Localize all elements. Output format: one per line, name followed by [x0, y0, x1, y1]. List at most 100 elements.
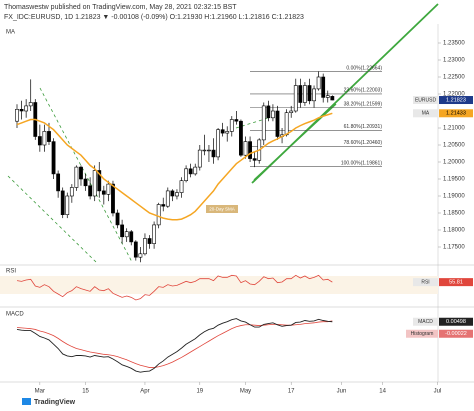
tag-name: Histogram: [411, 331, 434, 337]
y-tick-label: 1.18000: [443, 228, 465, 234]
x-tick-label: 15: [82, 389, 89, 395]
pane-label: RSI: [6, 269, 16, 275]
x-tick-label: Jun: [337, 389, 347, 395]
candle-body: [252, 158, 257, 161]
y-tick-label: 1.17500: [443, 245, 465, 251]
x-tick-label: 14: [379, 389, 386, 395]
candle-body: [284, 112, 289, 136]
candle-body: [156, 204, 161, 226]
y-tick-label: 1.23500: [443, 41, 465, 47]
candle-body: [293, 85, 298, 112]
pane-label: MACD: [6, 312, 24, 318]
fib-label: 100.00%(1.19861): [341, 161, 382, 167]
candle-body: [124, 231, 129, 238]
candle-body: [216, 129, 220, 158]
y-tick-label: 1.20000: [443, 160, 465, 166]
candle-body: [65, 195, 70, 216]
note-box: [206, 205, 238, 213]
tag-value-box: [439, 96, 473, 105]
candle-body: [193, 166, 198, 175]
candle-body: [152, 224, 157, 244]
candle-body: [120, 224, 125, 238]
candle-body: [115, 212, 120, 226]
candle-body: [197, 149, 202, 168]
fib-label: 23.60%(1.22003): [344, 88, 383, 94]
signal-line: [16, 320, 333, 368]
candle-body: [51, 141, 56, 175]
candle-body: [69, 187, 74, 197]
candle-body: [202, 149, 207, 152]
candle-body: [266, 105, 271, 119]
candle-body: [129, 231, 134, 243]
tag-name-box: [413, 109, 438, 118]
tag-value-box: [439, 317, 473, 326]
tag-value: 55.81: [449, 280, 463, 286]
rsi-band: [0, 276, 438, 294]
candle-body: [184, 168, 188, 182]
candle-body: [325, 95, 330, 98]
candle-body: [289, 110, 294, 114]
tag-name: MA: [422, 111, 430, 117]
candle-body: [47, 131, 51, 142]
candle-body: [234, 119, 239, 122]
candle-body: [147, 238, 152, 244]
candle-body: [101, 190, 106, 195]
fib-label: 38.20%(1.21599): [344, 101, 383, 107]
candle-body: [15, 109, 19, 122]
trend-line: [7, 175, 97, 263]
tag-value: 1.21823: [446, 97, 466, 103]
candle-body: [225, 131, 230, 134]
tag-name-box: [413, 96, 438, 105]
candle-body: [111, 183, 115, 214]
x-tick-label: Mar: [35, 389, 45, 395]
candle-body: [303, 85, 307, 103]
candle-body: [312, 88, 316, 102]
tag-name: MACD: [418, 319, 433, 325]
note: 20-Day SMA: [209, 207, 235, 212]
candle-body: [143, 238, 147, 255]
candle-body: [19, 109, 24, 112]
candle-body: [271, 110, 275, 119]
tag-name: RSI: [421, 279, 429, 285]
candle-body: [165, 190, 170, 207]
candle-body: [133, 241, 138, 258]
logo: TradingView: [34, 399, 76, 406]
candle-body: [243, 141, 248, 156]
y-tick-label: 1.19000: [443, 194, 465, 200]
y-tick-label: 1.20500: [443, 143, 465, 149]
candle-body: [261, 105, 266, 141]
symbol-line: FX_IDC:EURUSD, 1D 1.21823 ▼ -0.00108 (-0…: [4, 14, 304, 21]
candle-body: [83, 178, 88, 187]
fib-label: 78.60%(1.20460): [344, 140, 383, 146]
tag-value: 0.00498: [446, 319, 466, 325]
candle-body: [106, 183, 111, 195]
candle-body: [298, 85, 303, 103]
tag-name-box: [406, 329, 438, 338]
candle-body: [42, 131, 47, 146]
candle-body: [175, 192, 179, 197]
tag-value: 1.21433: [446, 111, 466, 117]
y-tick-label: 1.23000: [443, 58, 465, 64]
candle-body: [316, 76, 321, 90]
candle-body: [220, 129, 225, 134]
candle-body: [188, 168, 193, 175]
candle-body: [28, 102, 33, 107]
tag-value-box: [439, 329, 473, 338]
rsi-line: [16, 274, 333, 301]
candle-body: [92, 170, 97, 197]
tag-value-box: [439, 278, 473, 287]
y-tick-label: 1.18500: [443, 211, 465, 217]
tag-name: EURUSD: [415, 97, 437, 103]
y-tick-label: 1.22500: [443, 75, 465, 81]
tag-value-box: [439, 109, 473, 118]
pane-label: MA: [6, 30, 15, 36]
tag-name-box: [413, 278, 438, 287]
tag-value: -0.00022: [445, 331, 467, 337]
candle-body: [229, 119, 234, 132]
trend-line: [39, 87, 133, 263]
fib-label: 0.00%(1.22664): [346, 65, 382, 71]
candle-body: [138, 253, 143, 258]
candle-body: [60, 190, 65, 215]
candle-body: [24, 105, 29, 112]
